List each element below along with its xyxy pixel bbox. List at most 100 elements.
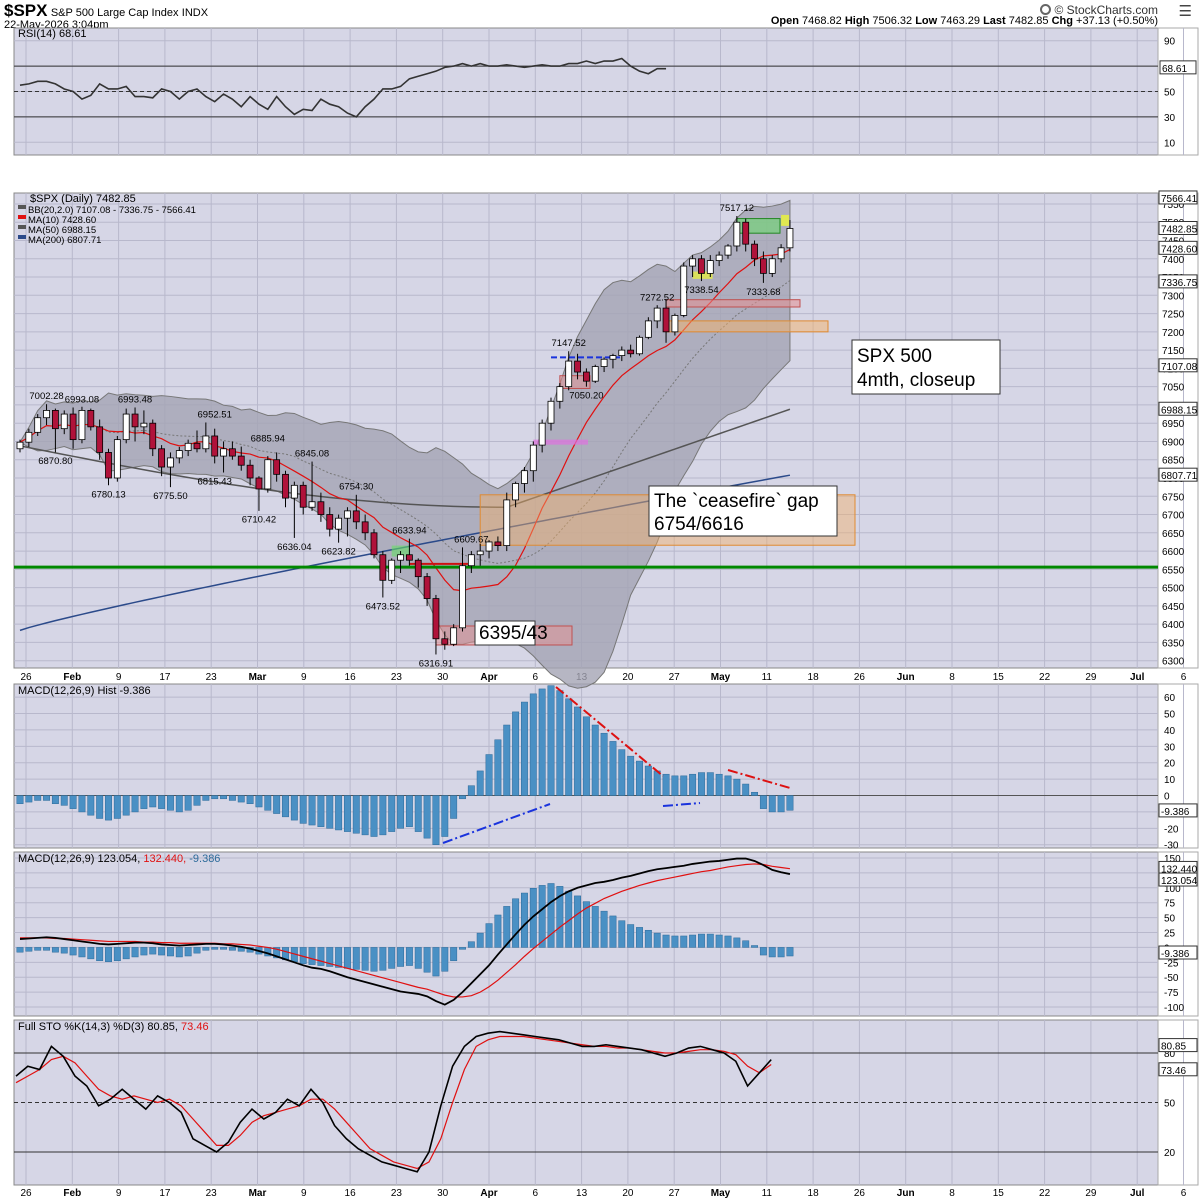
candle-body	[662, 307, 670, 333]
candle-body	[521, 470, 528, 484]
hist-bar	[671, 775, 679, 796]
x-tick-label-top: 29	[1085, 672, 1097, 683]
macd-tick-label: 50	[1164, 914, 1176, 925]
x-tick-label-bottom: 22	[1039, 1188, 1051, 1199]
stockcharts-logo[interactable]: © StockCharts.com	[1040, 3, 1158, 17]
macd-tick-label: 150	[1164, 854, 1181, 865]
hist-bar	[25, 795, 33, 803]
price-tick-label: 7300	[1162, 291, 1185, 302]
x-tick-label-bottom: May	[711, 1188, 731, 1199]
hist-bar	[51, 795, 59, 804]
hist-bar	[335, 795, 343, 831]
rsi-tick-label: 90	[1164, 37, 1176, 48]
sto-k-line	[15, 1030, 772, 1173]
candle	[538, 419, 546, 453]
gap-6900-box	[533, 439, 588, 445]
hist-bar	[105, 795, 112, 821]
hist-bar	[140, 795, 148, 809]
hist-bar	[441, 795, 449, 837]
ma50-line	[19, 408, 791, 508]
candle	[273, 452, 281, 482]
candle	[706, 255, 714, 278]
candle	[662, 298, 670, 343]
candle	[476, 543, 484, 566]
candle-body	[600, 358, 608, 367]
candle	[246, 459, 254, 486]
hist-bar	[211, 795, 219, 800]
candle-body	[538, 422, 546, 446]
candle	[777, 244, 785, 263]
annotation-spx-line1: SPX 500	[857, 346, 932, 367]
x-tick-label-bottom: Feb	[63, 1188, 81, 1199]
candle-body	[264, 459, 272, 490]
macd-panel-label: MACD(12,26,9) 123.054, 132.440, -9.386	[18, 853, 220, 865]
price-point-label: 6633.94	[392, 526, 426, 537]
candle-body	[467, 554, 475, 567]
hist-bar	[600, 732, 608, 796]
candle-body	[733, 221, 741, 247]
price-point-label: 7272.52	[640, 292, 674, 303]
rsi-last-box	[1159, 60, 1197, 75]
candle-body	[52, 410, 59, 430]
macd-hist-bar	[724, 935, 732, 948]
macd-hist-bar	[220, 947, 228, 950]
candle	[467, 551, 475, 573]
candle	[122, 408, 130, 444]
x-tick-label-bottom: Apr	[480, 1188, 497, 1199]
candle-body	[255, 477, 263, 490]
price-right-box	[1158, 220, 1198, 235]
price-point-label: 6815.43	[198, 476, 232, 487]
x-tick-label-bottom: 17	[159, 1188, 171, 1199]
hist-bar	[113, 795, 121, 819]
hist-bar	[556, 690, 564, 796]
macd-hist-bar	[662, 934, 670, 948]
price-tick-label: 6900	[1162, 437, 1185, 448]
macd-tick-label: -75	[1164, 988, 1179, 999]
x-tick-label-top: 9	[116, 672, 122, 683]
hist-bar	[78, 795, 86, 813]
macd-hist-bar	[467, 941, 475, 948]
macd-hist-bar	[352, 947, 360, 970]
x-tick-label-bottom: 16	[345, 1188, 357, 1199]
annotation-6395-label: 6395/43	[479, 623, 548, 644]
candle	[228, 441, 236, 460]
candle-body	[290, 484, 298, 499]
candle	[34, 414, 42, 436]
x-tick-label-top: Feb	[63, 672, 81, 683]
candle-body	[335, 517, 343, 530]
hist-bar	[680, 775, 688, 796]
hist-bar	[485, 754, 493, 796]
candle-body	[220, 448, 227, 457]
candle	[786, 220, 794, 252]
macd-hist-bar	[122, 947, 130, 960]
x-tick-label-bottom: 13	[576, 1188, 588, 1199]
hist-bar	[503, 724, 511, 796]
macd-tick-label: -100	[1164, 1003, 1184, 1014]
candle	[25, 428, 33, 447]
price-point-label: 6780.13	[91, 489, 125, 500]
rsi-tick-label: 50	[1164, 88, 1176, 99]
brand-text: © StockCharts.com	[1054, 3, 1158, 17]
x-tick-label-bottom: 11	[762, 1188, 773, 1199]
axis-strip-hist	[1157, 683, 1199, 849]
hist-bar	[344, 795, 351, 832]
hamburger-menu-icon[interactable]: ☰	[1178, 3, 1192, 20]
macd-hist-bar	[574, 895, 581, 948]
candle-body	[627, 349, 635, 355]
macd-hist-bar	[308, 947, 316, 965]
candle	[317, 492, 325, 522]
hist-bar	[715, 773, 723, 796]
macd-hist-bar	[344, 947, 351, 969]
candle-body	[671, 315, 679, 333]
macd-hist-bar	[786, 947, 794, 957]
candle-body	[246, 464, 254, 479]
macd-hist-bar	[556, 886, 564, 948]
candle-body	[715, 254, 723, 261]
candle	[96, 419, 104, 460]
candle	[653, 305, 661, 329]
candle-body	[583, 371, 590, 382]
candle-body	[565, 360, 573, 388]
candle-body	[574, 360, 581, 373]
x-tick-label-top: 23	[391, 672, 403, 683]
price-tick-label: 6400	[1162, 620, 1185, 631]
